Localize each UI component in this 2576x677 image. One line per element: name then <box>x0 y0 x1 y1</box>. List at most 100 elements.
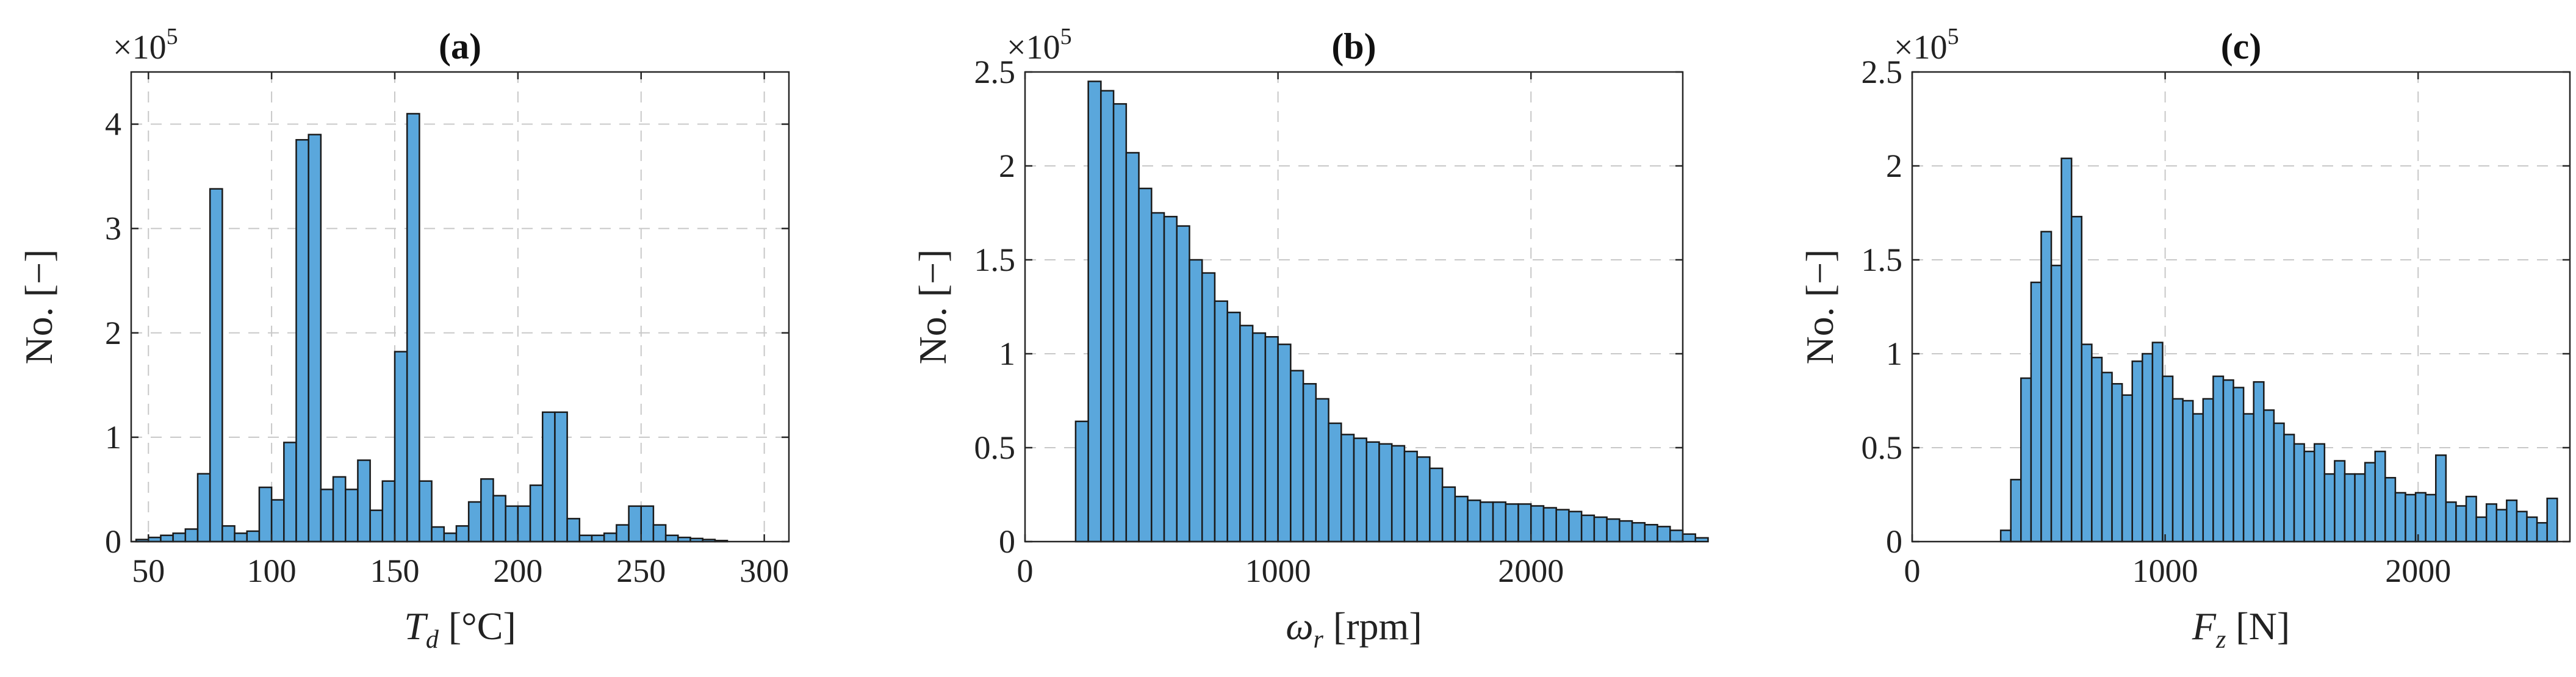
histogram-bar <box>1189 259 1203 543</box>
y-exponent-label: ×105 <box>1894 24 1959 66</box>
chart-panel-1: 50 100 150 200 250 300 0 1 2 3 4 ×105 (a) Td [°C] No. [… <box>17 24 790 654</box>
y-tick-label: 0 <box>105 523 121 560</box>
histogram-bar <box>2050 264 2062 543</box>
axes-frame <box>1024 71 1684 543</box>
histogram-bar <box>1568 510 1583 543</box>
histogram-bar <box>1163 215 1178 543</box>
histogram-bar <box>2101 371 2113 543</box>
histogram-bar <box>270 499 285 543</box>
panel-title: (a) <box>439 26 481 66</box>
histogram-bar <box>1619 520 1633 543</box>
y-axis-title: No. [−] <box>17 249 60 365</box>
histogram-bar <box>1416 456 1431 543</box>
x-tick-label: 0 <box>1904 553 1921 589</box>
histogram-bar <box>1580 514 1596 543</box>
histogram-bar <box>2374 450 2386 543</box>
histogram-bar <box>1542 507 1557 543</box>
histogram-bar <box>209 188 223 543</box>
histogram-bar <box>2303 450 2315 543</box>
histogram-bar <box>2232 387 2245 543</box>
histogram-bar <box>1239 324 1254 543</box>
x-tick-label: 300 <box>739 553 789 589</box>
histogram-bar <box>308 134 322 543</box>
histogram-bar <box>578 534 593 543</box>
histogram-bar <box>1214 300 1228 543</box>
histogram-bar <box>2020 377 2032 543</box>
x-tick-label: 2000 <box>1498 553 1564 589</box>
y-tick-label: 1 <box>105 419 121 456</box>
y-tick-label: 0.5 <box>974 429 1016 466</box>
histogram-bar <box>406 113 420 543</box>
y-tick-label: 1 <box>999 335 1015 372</box>
histogram-bar <box>1315 398 1329 543</box>
y-tick-label: 2.5 <box>974 54 1016 90</box>
histogram-bar <box>1328 422 1342 543</box>
panel-title: (b) <box>1331 26 1376 66</box>
histogram-bar <box>2081 343 2093 543</box>
histogram-bar <box>2212 375 2225 543</box>
y-tick-label: 1 <box>1886 335 1902 372</box>
histogram-bar <box>2192 413 2204 543</box>
histogram-bar <box>603 532 617 543</box>
histogram-bar <box>283 442 297 543</box>
histogram-bar <box>2414 492 2427 543</box>
histogram-bar <box>2445 501 2457 543</box>
histogram-bar <box>320 489 334 543</box>
histogram-bar <box>2202 398 2214 543</box>
histogram-bar <box>1480 501 1494 543</box>
x-tick-label: 0 <box>1017 553 1034 589</box>
x-tick-label: 100 <box>247 553 297 589</box>
x-tick-label: 250 <box>616 553 666 589</box>
histogram-bar <box>1074 420 1089 543</box>
histogram-bar <box>554 411 568 543</box>
histogram-bar <box>1694 537 1709 543</box>
y-tick-label: 1.5 <box>974 242 1016 278</box>
histogram-bar <box>1087 81 1102 543</box>
histogram-bar <box>1201 272 1216 543</box>
x-axis-title: Td [°C] <box>404 604 516 654</box>
histogram-bar <box>2222 379 2234 543</box>
y-axis-title: No. [−] <box>1798 249 1841 365</box>
histogram-bar <box>616 524 630 543</box>
histogram-bar <box>505 505 519 543</box>
histogram-bar <box>2162 375 2174 543</box>
histogram-bar <box>1302 383 1317 543</box>
histogram-bar <box>2334 460 2346 543</box>
histogram-bar <box>1251 332 1267 543</box>
histogram-bar <box>2384 477 2397 543</box>
histogram-bar <box>2171 398 2184 543</box>
histogram-bar <box>295 138 309 543</box>
histogram-bar <box>332 476 347 543</box>
histogram-bar <box>1631 521 1646 543</box>
x-tick-label: 150 <box>370 553 420 589</box>
histogram-bar <box>2506 499 2518 543</box>
histogram-bar <box>1555 509 1570 543</box>
histogram-bar <box>492 495 506 543</box>
histogram-bar <box>1505 503 1519 543</box>
histogram-bar <box>1530 505 1545 543</box>
histogram-bar <box>1441 486 1456 543</box>
y-tick-label: 2 <box>999 148 1015 184</box>
histogram-bar <box>431 526 445 543</box>
y-tick-label: 0 <box>1886 523 1902 560</box>
histogram-bar <box>1429 467 1444 543</box>
histogram-bar <box>2111 383 2123 543</box>
histogram-bar <box>419 480 433 543</box>
histogram-bar <box>2040 231 2053 543</box>
histogram-bar <box>2070 215 2083 543</box>
y-tick-label: 4 <box>105 106 121 143</box>
x-axis-title: ωr [rpm] <box>1286 604 1422 654</box>
panel-title: (c) <box>2221 26 2262 66</box>
histogram-bar <box>2465 495 2477 543</box>
histogram-bar <box>1264 336 1279 543</box>
histogram-bar <box>160 534 174 543</box>
histogram-bar <box>480 478 494 543</box>
histogram-bar <box>1340 434 1355 543</box>
histogram-bar <box>1669 529 1684 543</box>
histogram-bar <box>455 525 470 543</box>
histogram-bar <box>258 486 273 543</box>
y-exponent-label: ×105 <box>1007 24 1072 66</box>
histogram-bar <box>1492 501 1507 543</box>
y-axis-title: No. [−] <box>911 249 954 365</box>
